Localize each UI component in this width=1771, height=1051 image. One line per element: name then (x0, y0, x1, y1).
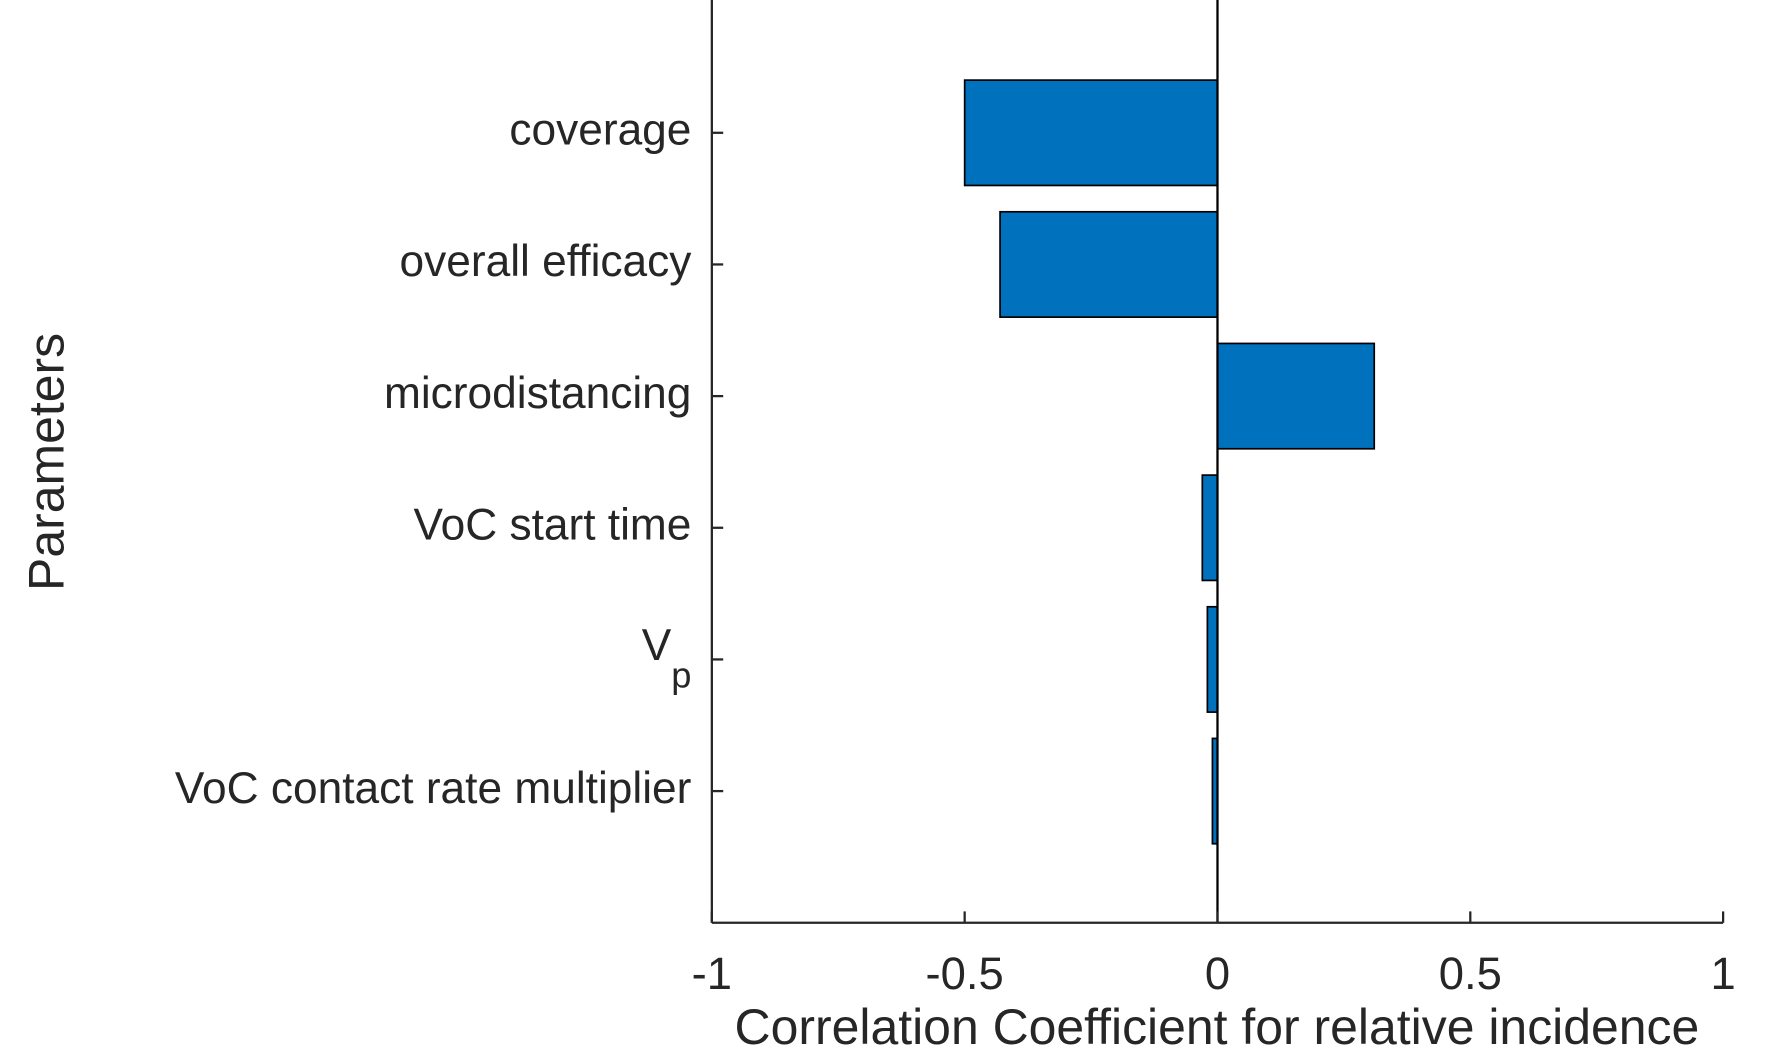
y-tick-label: overall efficacy (400, 237, 693, 286)
y-tick-label: coverage (509, 105, 691, 154)
x-tick-label: 0.5 (1439, 948, 1502, 999)
y-tick-label: microdistancing (384, 369, 691, 418)
label-subscript: p (671, 654, 691, 695)
y-tick-label: VoC start time (414, 500, 692, 549)
bar (1201, 474, 1219, 582)
x-tick-label: 1 (1710, 948, 1735, 999)
y-tick-label: VoC contact rate multiplier (175, 764, 691, 813)
y-tick-label: Vp (642, 621, 692, 695)
x-tick-label: -1 (692, 948, 732, 999)
x-tick-label: -0.5 (926, 948, 1004, 999)
label-base: V (642, 621, 672, 670)
bar (1216, 342, 1376, 450)
x-axis-label: Correlation Coefficient for relative inc… (735, 999, 1700, 1051)
bar (1206, 605, 1219, 713)
y-axis-label: Parameters (18, 333, 74, 591)
bar (963, 79, 1219, 187)
x-tick-label: 0 (1205, 948, 1230, 999)
bar (999, 210, 1219, 318)
